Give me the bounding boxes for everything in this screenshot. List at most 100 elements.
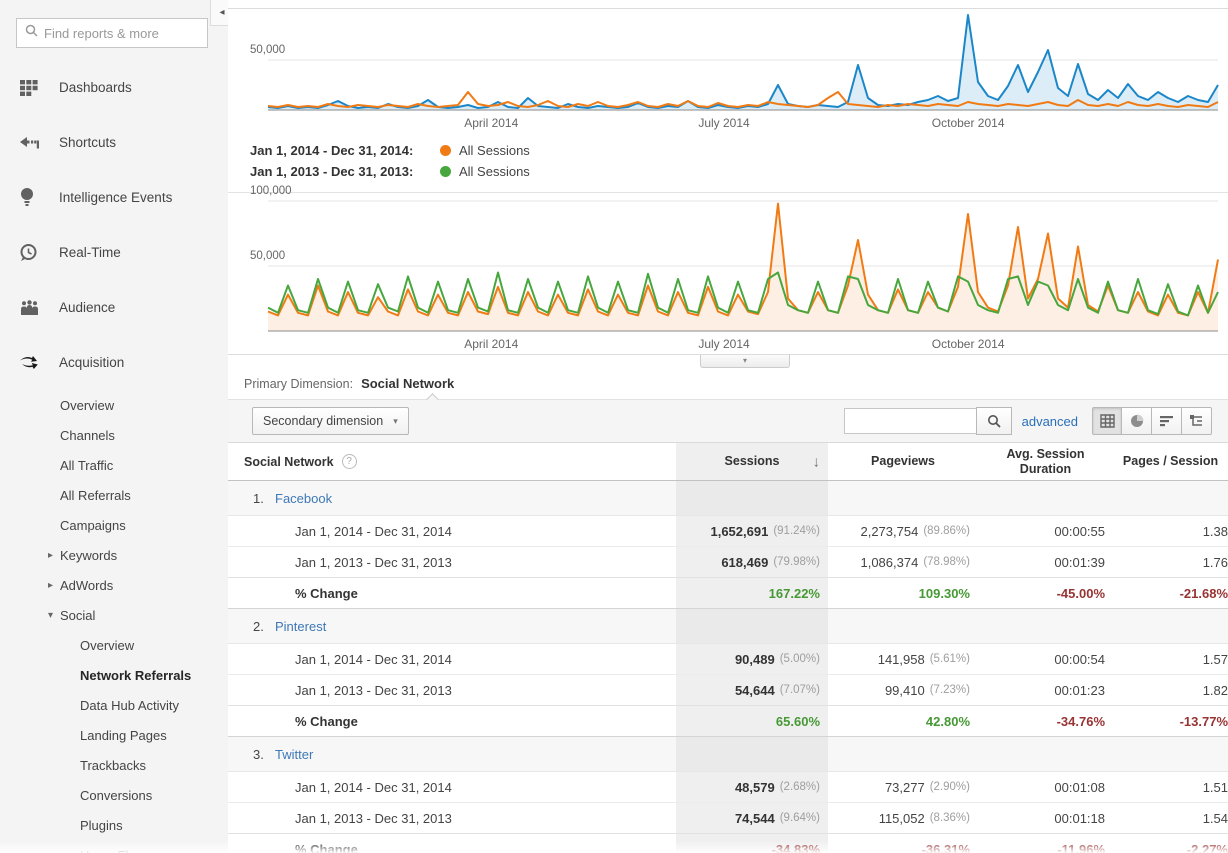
sessions-change-cell: -34.83% [676,834,828,853]
percentage-view-button[interactable] [1122,407,1152,435]
sidebar-item-audience[interactable]: Audience [0,280,228,335]
sessions-cell: 74,544 (9.64%) [676,803,828,833]
period-row: Jan 1, 2013 - Dec 31, 2013 74,544 (9.64%) 1… [228,803,1228,834]
pages-change-cell: -2.27% [1186,841,1228,853]
sidebar-item-label: Social [60,607,96,623]
report-content: 50,000 April 2014 July 2014 October 2014 Ja… [228,0,1228,853]
sidebar-item-channels[interactable]: Channels [0,420,228,450]
sidebar-search-input[interactable] [44,25,199,41]
primary-dimension-row: Primary Dimension: Social Network [228,368,1228,399]
series-fill [268,15,1218,110]
period-label-cell: Jan 1, 2013 - Dec 31, 2013 [295,810,452,826]
sidebar-item-users-flow[interactable]: Users Flow [0,840,228,853]
sidebar-item-trackbacks[interactable]: Trackbacks [0,750,228,780]
view-toggle-group [1092,407,1212,435]
sidebar-item-real-time[interactable]: Real-Time [0,225,228,280]
all-sessions-chart [267,200,1219,332]
pages-cell: 1.51 [1202,779,1228,795]
primary-dimension-value[interactable]: Social Network [361,376,455,391]
data-table: Social Network ? Sessions ↓ Pageviews Av… [228,443,1228,853]
sidebar-item-shortcuts[interactable]: Shortcuts [0,115,228,170]
table-body: 1. Facebook Jan 1, 2014 - Dec 31, 2014 1,65… [228,481,1228,853]
pie-chart-icon [1130,414,1143,427]
sidebar-item-all-traffic[interactable]: All Traffic [0,450,228,480]
table-view-button[interactable] [1092,407,1122,435]
sidebar-item-intelligence-events[interactable]: Intelligence Events [0,170,228,225]
sidebar-item-adwords[interactable]: ▸ AdWords [0,570,228,600]
series-line [267,91,1219,108]
network-link[interactable]: Facebook [275,490,333,506]
pages-column-header[interactable]: Pages / Session [1122,454,1219,469]
duration-column-header[interactable]: Avg. Session Duration [1006,447,1085,476]
toolbar-right: advanced [843,407,1212,435]
sidebar-nav: Dashboards Shortcuts Intelligence Events Re… [0,60,228,853]
sidebar-item-data-hub-activity[interactable]: Data Hub Activity [0,690,228,720]
y-axis-tick-label: 50,000 [250,44,286,56]
search-icon [25,24,44,42]
pages-cell: 1.82 [1202,682,1228,698]
sessions-cell [676,481,828,515]
duration-cell: 00:01:18 [1054,810,1105,826]
collapse-arrow-icon[interactable]: ▾ [48,609,54,621]
sessions-cell [676,737,828,771]
sidebar-item-overview[interactable]: Overview [0,630,228,660]
sidebar-item-label: Shortcuts [59,135,117,150]
series-fill [268,203,1218,331]
sidebar-item-keywords[interactable]: ▸ Keywords [0,540,228,570]
table-search-input[interactable] [843,408,976,434]
dimension-header-label[interactable]: Social Network [244,454,334,469]
pages-change-cell: -21.68% [1179,585,1228,601]
table-header-row: Social Network ? Sessions ↓ Pageviews Av… [228,443,1228,481]
expand-arrow-icon[interactable]: ▸ [48,579,54,591]
secondary-dimension-label: Secondary dimension [263,414,384,428]
chart-collapse-tab[interactable]: ▾ [700,355,790,368]
network-name-cell: 1. Facebook [228,481,676,515]
all-sessions-chart: 100,000 50,000 April 2014 July 2014 October … [228,185,1228,354]
sessions-column-header[interactable]: Sessions ↓ [676,443,828,480]
sidebar-item-acquisition[interactable]: Acquisition [0,335,228,390]
sidebar-item-label: Trackbacks [80,757,146,773]
sessions-small-chart [267,14,1219,111]
legend-row: Jan 1, 2013 - Dec 31, 2013: All Sessions [250,161,1228,182]
secondary-dimension-button[interactable]: Secondary dimension ▾ [252,407,409,435]
pageviews-cell [828,481,978,515]
sidebar-item-label: AdWords [60,577,114,593]
duration-cell: 00:00:55 [1054,523,1105,539]
pages-cell: 1.38 [1202,523,1228,539]
sort-descending-icon[interactable]: ↓ [812,452,821,470]
sidebar-item-network-referrals[interactable]: Network Referrals [0,660,228,690]
period-label-cell: Jan 1, 2014 - Dec 31, 2014 [295,651,452,667]
table-view-icon [1099,414,1115,428]
table-search-button[interactable] [975,407,1012,435]
pivot-view-button[interactable] [1182,407,1212,435]
sidebar-item-overview[interactable]: Overview [0,390,228,420]
sidebar-item-all-referrals[interactable]: All Referrals [0,480,228,510]
pages-cell [1113,609,1228,643]
advanced-filter-link[interactable]: advanced [1021,413,1078,429]
sidebar-item-plugins[interactable]: Plugins [0,810,228,840]
sessions-cell [676,609,828,643]
period-label-cell: Jan 1, 2014 - Dec 31, 2014 [295,523,452,539]
pageviews-cell [828,737,978,771]
pages-change-cell: -13.77% [1179,713,1228,729]
network-link[interactable]: Twitter [275,746,314,762]
sessions-change-cell: 167.22% [676,578,828,608]
help-icon[interactable]: ? [341,454,357,469]
pageviews-change-cell: 42.80% [925,713,970,729]
expand-arrow-icon[interactable]: ▸ [48,549,54,561]
sidebar-item-label: Conversions [80,787,153,803]
sidebar-item-conversions[interactable]: Conversions [0,780,228,810]
sidebar-item-dashboards[interactable]: Dashboards [0,60,228,115]
legend-series-label: All Sessions [459,143,530,158]
performance-view-button[interactable] [1152,407,1182,435]
pageviews-column-header[interactable]: Pageviews [871,454,935,469]
pageviews-cell [828,609,978,643]
sidebar-item-social[interactable]: ▾ Social [0,600,228,630]
network-link[interactable]: Pinterest [275,618,327,634]
change-label-cell: % Change [295,713,358,729]
sidebar-item-landing-pages[interactable]: Landing Pages [0,720,228,750]
legend-date-range: Jan 1, 2013 - Dec 31, 2013: [250,164,414,179]
sidebar-collapse-button[interactable]: ◂ [210,0,228,26]
sidebar-item-campaigns[interactable]: Campaigns [0,510,228,540]
x-axis-tick-label: April 2014 [464,116,519,130]
